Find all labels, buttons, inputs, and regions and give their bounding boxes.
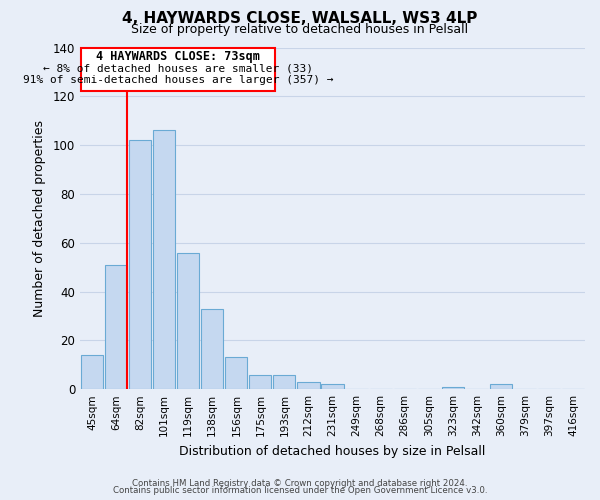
Bar	[490, 384, 512, 389]
Text: Contains public sector information licensed under the Open Government Licence v3: Contains public sector information licen…	[113, 486, 487, 495]
Bar	[81, 355, 103, 389]
Bar	[105, 264, 127, 389]
Bar	[442, 386, 464, 389]
Text: 91% of semi-detached houses are larger (357) →: 91% of semi-detached houses are larger (…	[23, 76, 333, 86]
Text: 4, HAYWARDS CLOSE, WALSALL, WS3 4LP: 4, HAYWARDS CLOSE, WALSALL, WS3 4LP	[122, 11, 478, 26]
Bar	[201, 308, 223, 389]
Bar	[298, 382, 320, 389]
Bar	[274, 374, 295, 389]
Bar	[225, 358, 247, 389]
Text: Size of property relative to detached houses in Pelsall: Size of property relative to detached ho…	[131, 22, 469, 36]
Bar	[250, 374, 271, 389]
Text: ← 8% of detached houses are smaller (33): ← 8% of detached houses are smaller (33)	[43, 63, 313, 73]
FancyBboxPatch shape	[81, 48, 275, 92]
Bar	[177, 252, 199, 389]
Bar	[129, 140, 151, 389]
Bar	[153, 130, 175, 389]
Bar	[322, 384, 344, 389]
Text: 4 HAYWARDS CLOSE: 73sqm: 4 HAYWARDS CLOSE: 73sqm	[96, 50, 260, 62]
X-axis label: Distribution of detached houses by size in Pelsall: Distribution of detached houses by size …	[179, 444, 485, 458]
Y-axis label: Number of detached properties: Number of detached properties	[33, 120, 46, 317]
Text: Contains HM Land Registry data © Crown copyright and database right 2024.: Contains HM Land Registry data © Crown c…	[132, 478, 468, 488]
